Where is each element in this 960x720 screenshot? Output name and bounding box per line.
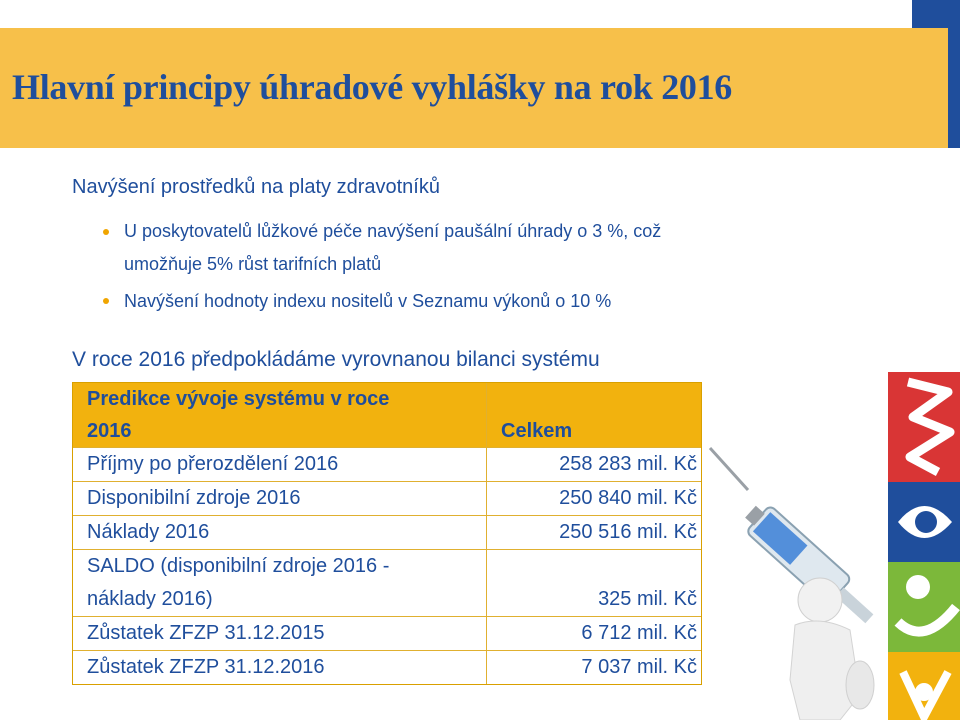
row-value: 258 283 mil. Kč [559, 453, 697, 475]
bullet-dot [103, 298, 109, 304]
table-row: Disponibilní zdroje 2016 250 840 mil. Kč [73, 481, 701, 515]
title-band: Hlavní principy úhradové vyhlášky na rok… [0, 28, 948, 148]
syringe-liquid [752, 512, 808, 565]
heading-balance: V roce 2016 předpokládáme vyrovnanou bil… [72, 348, 600, 371]
bullet-text-continuation: umožňuje 5% růst tarifních platů [124, 254, 382, 274]
row-label: Příjmy po přerozdělení 2016 [73, 448, 487, 481]
table-row: Zůstatek ZFZP 31.12.2015 6 712 mil. Kč [73, 616, 701, 650]
slide-title: Hlavní principy úhradové vyhlášky na rok… [12, 67, 733, 107]
row-label: Zůstatek ZFZP 31.12.2015 [73, 617, 487, 650]
table-header-total: Celkem [501, 420, 573, 442]
table-row: Příjmy po přerozdělení 2016 258 283 mil.… [73, 447, 701, 481]
row-label: SALDO (disponibilní zdroje 2016 - náklad… [73, 550, 487, 616]
figure-head-icon [906, 575, 930, 599]
needle [708, 446, 750, 492]
decorative-logo-strip [888, 372, 960, 720]
figure-body [789, 620, 861, 720]
figure-head [797, 577, 843, 623]
row-value: 325 mil. Kč [598, 588, 697, 610]
table-header-label: Predikce vývoje systému v roce 2016 [73, 383, 487, 447]
row-value: 6 712 mil. Kč [581, 622, 697, 644]
row-value: 7 037 mil. Kč [581, 656, 697, 678]
zigzag-icon [905, 377, 955, 476]
table-row: Náklady 2016 250 516 mil. Kč [73, 515, 701, 549]
row-label: Zůstatek ZFZP 31.12.2016 [73, 651, 487, 684]
table-row: SALDO (disponibilní zdroje 2016 - náklad… [73, 549, 701, 616]
smile-icon [894, 603, 960, 637]
heading-salary-increase: Navýšení prostředků na platy zdravotníků [72, 176, 440, 198]
syringe-figure-illustration [708, 446, 875, 720]
row-value: 250 840 mil. Kč [559, 487, 697, 509]
sun-rays-icon [899, 670, 952, 720]
row-label: Náklady 2016 [73, 516, 487, 549]
prediction-table: Predikce vývoje systému v roce 2016 Celk… [72, 382, 702, 685]
row-value: 250 516 mil. Kč [559, 521, 697, 543]
bullet-dot [103, 229, 109, 235]
table-header-row: Predikce vývoje systému v roce 2016 Celk… [73, 383, 701, 447]
figure-leg [845, 660, 875, 710]
bullet-text: Navýšení hodnoty indexu nositelů v Sezna… [124, 291, 612, 311]
bullet-text: U poskytovatelů lůžkové péče navýšení pa… [124, 221, 662, 241]
row-label: Disponibilní zdroje 2016 [73, 482, 487, 515]
table-row: Zůstatek ZFZP 31.12.2016 7 037 mil. Kč [73, 650, 701, 684]
